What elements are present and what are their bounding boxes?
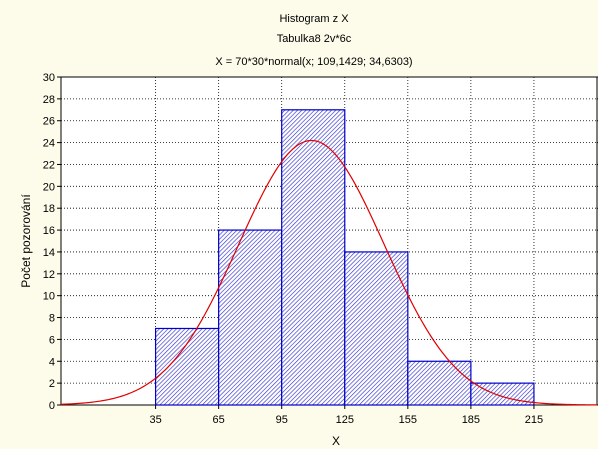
x-tick-label: 95 — [276, 414, 288, 426]
x-tick-label: 125 — [336, 414, 354, 426]
histogram-bar — [407, 360, 472, 406]
y-tick-label: 20 — [43, 181, 55, 193]
y-tick-label: 10 — [43, 291, 55, 303]
bars — [154, 109, 535, 406]
x-tick-label: 155 — [399, 414, 417, 426]
x-tick-label: 65 — [213, 414, 225, 426]
y-tick-label: 18 — [43, 203, 55, 215]
histogram-bar — [344, 251, 409, 406]
y-tick-label: 6 — [49, 334, 55, 346]
y-tick-label: 14 — [43, 247, 55, 259]
histogram-bar — [281, 109, 346, 406]
chart-subtitle: Tabulka8 2v*6c — [277, 33, 352, 45]
y-tick-label: 16 — [43, 225, 55, 237]
histogram-bar — [470, 382, 535, 406]
normal-curve — [60, 139, 598, 406]
y-tick-label: 30 — [43, 72, 55, 84]
y-tick-label: 28 — [43, 94, 55, 106]
chart-title: Histogram z X — [279, 13, 349, 25]
x-axis-label: X — [332, 434, 340, 448]
chart-formula: X = 70*30*normal(x; 109,1429; 34,6303) — [215, 56, 412, 68]
x-tick-label: 215 — [525, 414, 543, 426]
y-tick-label: 0 — [49, 400, 55, 412]
normal-curve-layer — [60, 139, 598, 406]
y-tick-label: 12 — [43, 269, 55, 281]
y-tick-label: 4 — [49, 356, 55, 368]
y-axis-label: Počet pozorování — [19, 194, 33, 288]
histogram-bar — [218, 229, 283, 406]
x-tick-label: 35 — [149, 414, 161, 426]
y-tick-label: 22 — [43, 159, 55, 171]
y-tick-label: 24 — [43, 138, 55, 150]
y-tick-label: 2 — [49, 378, 55, 390]
y-tick-label: 26 — [43, 116, 55, 128]
y-tick-label: 8 — [49, 313, 55, 325]
x-tick-label: 185 — [462, 414, 480, 426]
histogram-bar — [154, 327, 220, 406]
